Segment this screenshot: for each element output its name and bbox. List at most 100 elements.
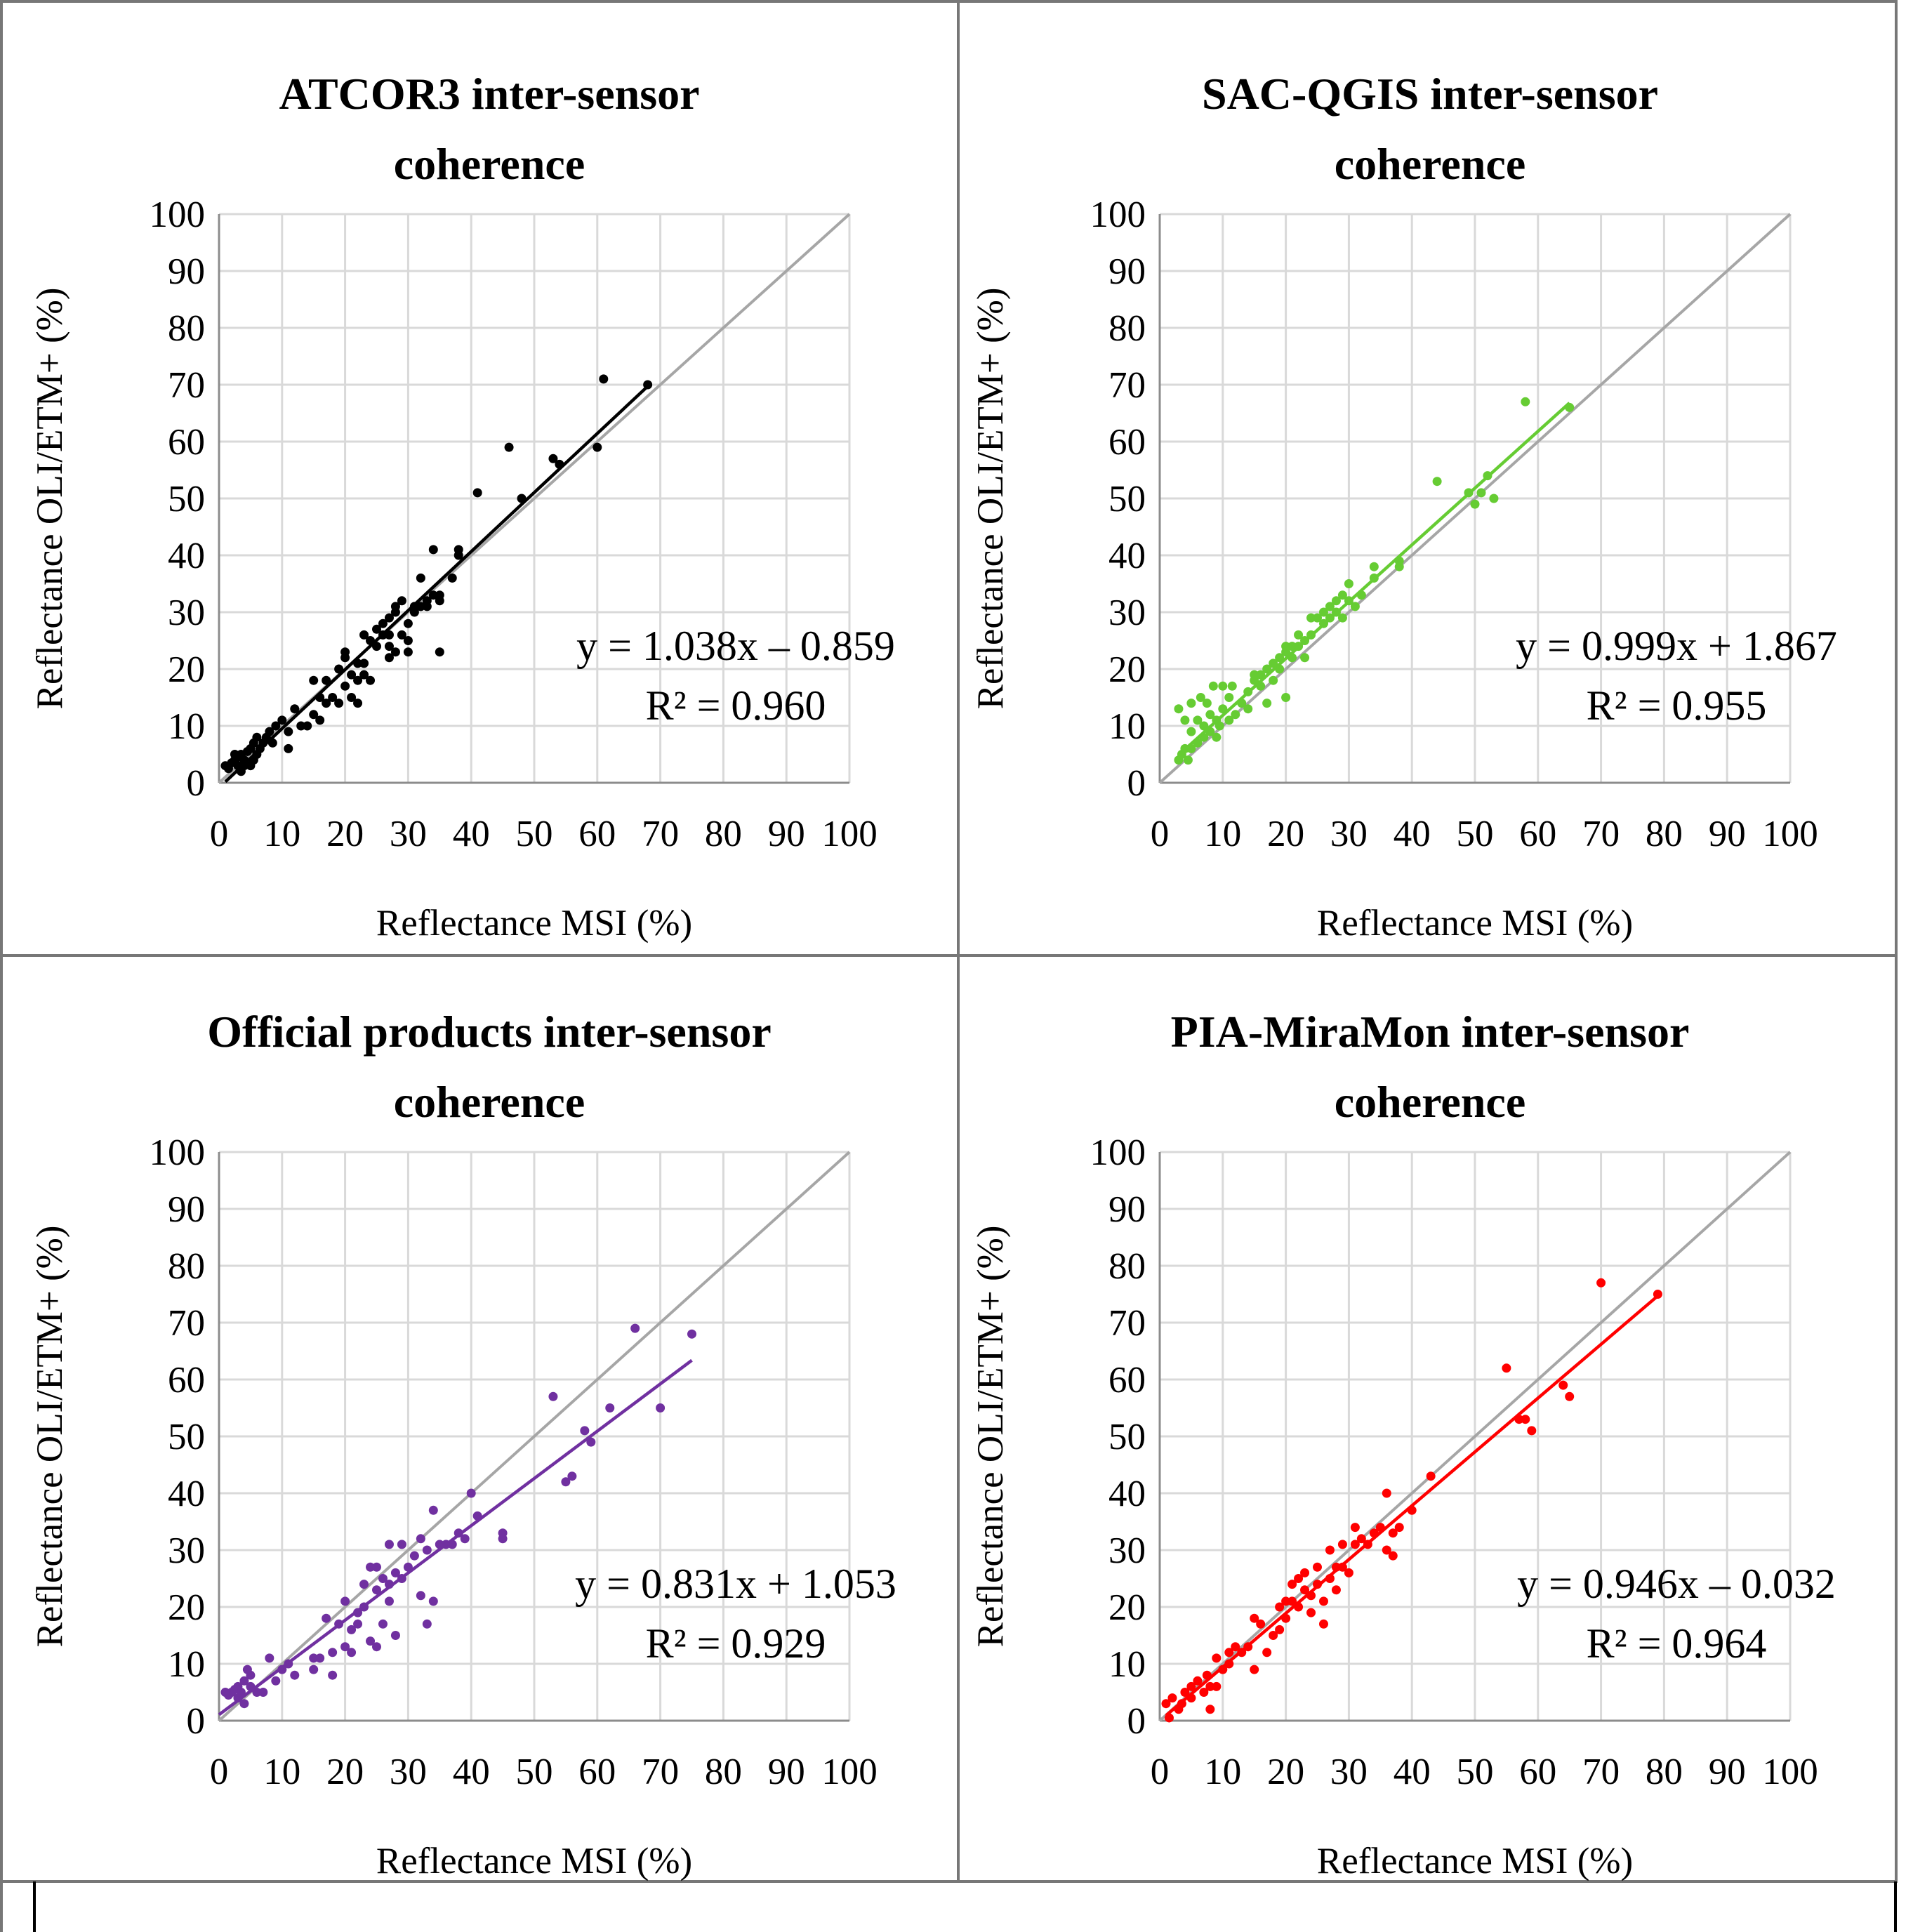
data-point [1193, 1676, 1203, 1686]
x-axis-title: Reflectance MSI (%) [1317, 1841, 1633, 1881]
data-point [1275, 653, 1285, 663]
data-point [1208, 681, 1218, 691]
data-point [309, 675, 319, 685]
panel-title-line-1: PIA-MiraMon inter-sensor [1171, 1007, 1690, 1057]
x-tick-label: 30 [390, 1752, 427, 1792]
y-tick-label: 90 [168, 251, 205, 292]
data-point [1313, 1562, 1322, 1572]
x-tick-label: 100 [821, 1752, 878, 1792]
y-tick-label: 80 [1108, 1246, 1146, 1287]
data-point [372, 1562, 381, 1572]
data-point [1174, 704, 1184, 714]
data-point [1388, 1551, 1398, 1561]
panel-title-line-1: Official products inter-sensor [207, 1007, 771, 1057]
data-point [347, 693, 357, 702]
y-tick-label: 60 [168, 422, 205, 463]
panel-title-line-2: coherence [1335, 1077, 1525, 1127]
data-point [403, 618, 413, 628]
x-tick-label: 10 [263, 1752, 300, 1792]
data-point [1318, 1619, 1328, 1629]
data-point [239, 1699, 249, 1709]
panel-sac-qgis: SAC-QGIS inter-sensor coherence 0 10 20 30 4… [970, 69, 1837, 944]
data-point [322, 1613, 331, 1623]
panel-pia-miramon: PIA-MiraMon inter-sensor coherence 0 10 20… [970, 1007, 1836, 1881]
data-point [296, 721, 306, 731]
data-point [246, 1670, 256, 1680]
r-squared-label: R² = 0.964 [1587, 1620, 1767, 1667]
data-point [1262, 1648, 1272, 1658]
data-point [1212, 1653, 1222, 1663]
data-point [309, 1665, 319, 1674]
x-tick-label: 0 [210, 814, 229, 854]
x-tick-label: 90 [768, 1752, 805, 1792]
y-tick-label: 10 [168, 706, 205, 747]
data-point [340, 681, 350, 691]
identity-line [1158, 213, 1792, 784]
data-point [1596, 1278, 1606, 1288]
y-tick-label: 10 [168, 1644, 205, 1685]
y-tick-label: 100 [1090, 1132, 1146, 1173]
x-tick-label: 0 [1151, 814, 1170, 854]
data-point [416, 602, 425, 611]
data-point [1231, 1642, 1240, 1652]
data-point [1269, 1631, 1278, 1640]
data-point [390, 1631, 400, 1640]
data-point [1331, 596, 1341, 606]
data-point [359, 659, 369, 668]
data-point [328, 1648, 338, 1658]
data-point [315, 1653, 325, 1663]
data-point [347, 1625, 357, 1634]
data-point [1269, 675, 1278, 685]
data-point [1489, 494, 1499, 503]
data-point [366, 1636, 376, 1646]
data-point [397, 596, 406, 606]
x-tick-label: 100 [821, 814, 878, 854]
data-point [1218, 681, 1228, 691]
x-tick-label: 70 [642, 814, 679, 854]
y-tick-label: 0 [1127, 1701, 1146, 1742]
y-tick-label: 70 [168, 1303, 205, 1344]
data-point [1180, 715, 1190, 725]
x-tick-label: 50 [516, 1752, 553, 1792]
panel-title-line-2: coherence [394, 1077, 585, 1127]
y-tick-label: 0 [187, 1701, 206, 1742]
data-point [390, 1568, 400, 1577]
data-point [322, 675, 331, 685]
trendline [224, 385, 649, 783]
data-point [1275, 1602, 1285, 1612]
data-point [384, 642, 394, 651]
y-tick-label: 90 [168, 1189, 205, 1230]
data-point [1344, 579, 1353, 588]
trendline [1165, 1295, 1659, 1717]
data-point [1300, 1568, 1310, 1577]
data-point [303, 721, 312, 731]
data-point [1214, 721, 1224, 731]
data-point [1388, 1528, 1398, 1538]
panel-atcor3: ATCOR3 inter-sensor coherence 0 10 20 30 40 5… [29, 69, 895, 944]
data-point [359, 1580, 369, 1589]
data-point [1167, 1693, 1177, 1703]
data-point [353, 1619, 363, 1629]
data-point [1527, 1426, 1537, 1436]
data-point [416, 573, 425, 583]
data-point [447, 573, 457, 583]
data-point [1250, 1613, 1259, 1623]
data-point [384, 613, 394, 623]
data-point [353, 675, 363, 685]
x-tick-label: 20 [326, 814, 364, 854]
x-tick-label: 50 [1457, 814, 1494, 854]
data-point [328, 1670, 338, 1680]
data-point [1294, 630, 1304, 640]
panel-title-line-2: coherence [1335, 139, 1525, 189]
data-point [1288, 642, 1297, 651]
data-point [1318, 607, 1328, 617]
data-point [561, 1477, 571, 1487]
x-tick-label: 70 [1582, 814, 1620, 854]
data-point [1432, 477, 1442, 487]
x-tick-label: 90 [1709, 814, 1746, 854]
data-point [1243, 704, 1253, 714]
y-tick-label: 60 [168, 1360, 205, 1401]
data-point [422, 1545, 432, 1555]
data-point [1344, 1568, 1353, 1577]
